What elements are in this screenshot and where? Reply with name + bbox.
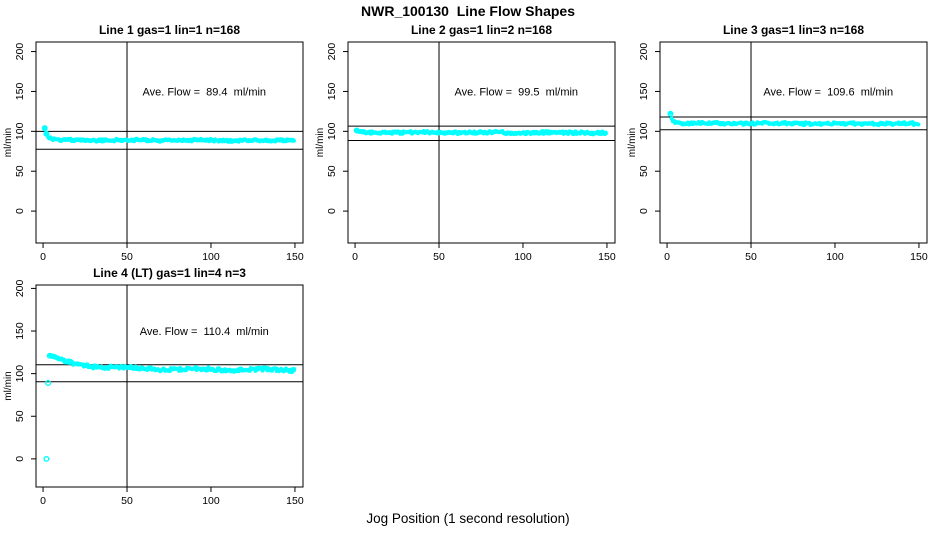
subplot-title: Line 4 (LT) gas=1 lin=4 n=3: [93, 266, 246, 280]
y-tick-label: 200: [14, 43, 26, 61]
subplot-canvas: Line 3 gas=1 lin=3 n=168 0 50 100 150 0 50 100 1…: [627, 23, 928, 263]
subplot-line-3: Line 3 gas=1 lin=3 n=168 0 50 100 150 0 50 100 1…: [624, 20, 936, 270]
x-tick-label: 100: [514, 251, 532, 263]
y-axis-label: ml/min: [3, 128, 14, 157]
y-tick-label: 200: [326, 43, 338, 61]
x-tick-label: 150: [598, 251, 616, 263]
x-tick-label: 100: [202, 251, 220, 263]
x-tick-label: 0: [40, 251, 46, 263]
figure-title: NWR_100130 Line Flow Shapes: [361, 3, 575, 19]
x-tick-label: 0: [40, 495, 46, 507]
x-tick-label: 0: [664, 251, 670, 263]
lead-point: [667, 110, 674, 117]
y-tick-label: 50: [14, 410, 26, 422]
y-tick-label: 100: [14, 365, 26, 383]
plot-box: [659, 41, 928, 244]
y-tick-label: 50: [14, 165, 26, 177]
y-tick-label: 150: [14, 322, 26, 340]
outlier-point: [45, 380, 52, 387]
ave-flow-annotation: Ave. Flow = 110.4 ml/min: [140, 326, 269, 338]
x-tick-label: 50: [433, 251, 445, 263]
x-tick-label: 100: [826, 251, 844, 263]
x-tick-label: 100: [202, 495, 220, 507]
x-tick-label: 150: [286, 251, 304, 263]
subplot-line-2: Line 2 gas=1 lin=2 n=168 0 50 100 150 0 50 100 1…: [312, 20, 624, 270]
y-tick-label: 50: [326, 165, 338, 177]
y-tick-label: 50: [638, 165, 650, 177]
lead-point: [46, 352, 53, 359]
x-tick-label: 50: [745, 251, 757, 263]
x-tick-label: 50: [121, 251, 133, 263]
subplot-canvas: Line 1 gas=1 lin=1 n=168 0 50 100 150 0 50 100 1…: [3, 23, 304, 263]
ave-flow-annotation: Ave. Flow = 109.6 ml/min: [763, 86, 893, 98]
x-tick-label: 0: [352, 251, 358, 263]
y-tick-label: 100: [638, 122, 650, 140]
x-tick-label: 150: [286, 495, 304, 507]
subplot-title: Line 1 gas=1 lin=1 n=168: [99, 23, 240, 37]
y-tick-label: 150: [14, 83, 26, 101]
x-tick-label: 50: [121, 495, 133, 507]
y-axis-label: ml/min: [3, 371, 14, 400]
y-axis-label: ml/min: [627, 128, 638, 157]
subplot-canvas: Line 4 (LT) gas=1 lin=4 n=3 0 50 100 150 0 50 1…: [3, 266, 304, 507]
ave-flow-annotation: Ave. Flow = 89.4 ml/min: [142, 86, 266, 98]
x-tick-label: 150: [910, 251, 928, 263]
y-tick-label: 0: [326, 208, 338, 214]
y-tick-label: 0: [14, 456, 26, 462]
y-tick-label: 100: [326, 122, 338, 140]
ave-flow-annotation: Ave. Flow = 99.5 ml/min: [454, 86, 578, 98]
y-tick-label: 200: [638, 43, 650, 61]
lead-point: [41, 125, 48, 132]
x-axis-label: Jog Position (1 second resolution): [366, 511, 570, 526]
subplot-title: Line 3 gas=1 lin=3 n=168: [723, 23, 864, 37]
y-tick-label: 0: [638, 208, 650, 214]
subplot-line-4: Line 4 (LT) gas=1 lin=4 n=3 0 50 100 150 0 50 1…: [0, 265, 312, 540]
y-tick-label: 200: [14, 279, 26, 297]
outlier-point: [43, 455, 50, 462]
subplot-canvas: Line 2 gas=1 lin=2 n=168 0 50 100 150 0 50 100 1…: [315, 23, 616, 263]
y-tick-label: 150: [638, 83, 650, 101]
lead-point: [43, 130, 50, 137]
plot-box: [35, 41, 304, 244]
y-tick-label: 150: [326, 83, 338, 101]
plot-box: [35, 284, 304, 488]
y-axis-label: ml/min: [315, 128, 326, 157]
y-tick-label: 100: [14, 122, 26, 140]
subplot-title: Line 2 gas=1 lin=2 n=168: [411, 23, 552, 37]
y-tick-label: 0: [14, 208, 26, 214]
lead-point: [353, 127, 360, 134]
subplot-line-1: Line 1 gas=1 lin=1 n=168 0 50 100 150 0 50 100 1…: [0, 20, 312, 270]
plot-box: [347, 41, 616, 244]
